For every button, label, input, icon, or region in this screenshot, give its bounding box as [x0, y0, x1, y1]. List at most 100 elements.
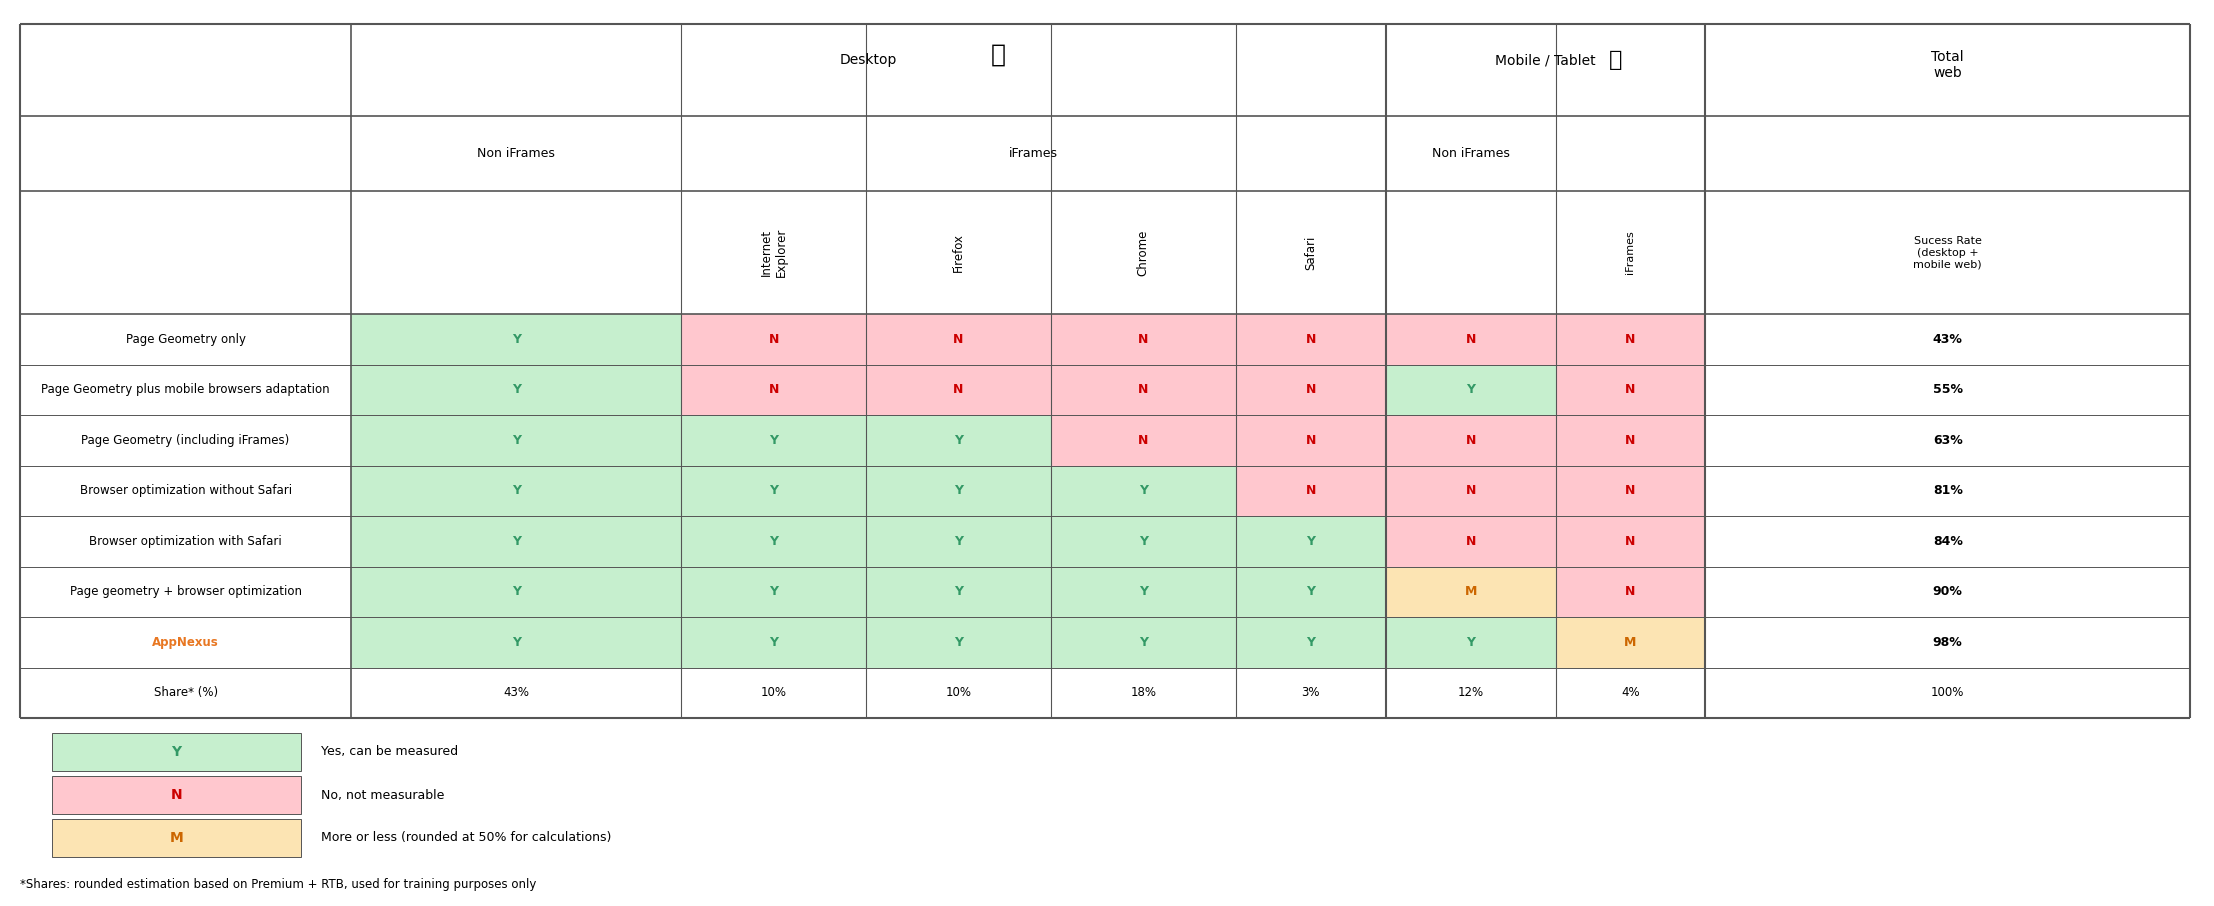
Text: Y: Y	[1466, 383, 1475, 396]
Text: N: N	[1625, 535, 1636, 548]
Text: Y: Y	[768, 585, 777, 598]
Bar	[51, 733, 301, 771]
Text: 100%: 100%	[1931, 686, 1964, 699]
Bar	[682, 415, 866, 466]
Bar	[1235, 566, 1386, 617]
Text: Y: Y	[511, 535, 520, 548]
Text: Page geometry + browser optimization: Page geometry + browser optimization	[69, 585, 301, 598]
Bar	[866, 466, 1052, 516]
Text: AppNexus: AppNexus	[153, 636, 219, 649]
Text: M: M	[170, 831, 184, 845]
Bar	[1556, 415, 1705, 466]
Text: Desktop: Desktop	[839, 53, 897, 67]
Bar	[1556, 364, 1705, 415]
Text: N: N	[1466, 484, 1477, 497]
Text: Y: Y	[170, 745, 182, 759]
Text: N: N	[1466, 333, 1477, 346]
Bar	[1386, 314, 1556, 364]
Text: Y: Y	[954, 535, 963, 548]
Bar	[1386, 364, 1556, 415]
Text: N: N	[1306, 383, 1315, 396]
Text: N: N	[954, 333, 963, 346]
Text: N: N	[1138, 333, 1149, 346]
Bar	[1235, 617, 1386, 668]
Text: Mobile / Tablet: Mobile / Tablet	[1494, 53, 1596, 67]
Bar	[352, 566, 682, 617]
Text: N: N	[1625, 434, 1636, 447]
Bar	[1052, 415, 1235, 466]
Text: 43%: 43%	[503, 686, 529, 699]
Bar	[20, 24, 2190, 718]
Text: Internet
Explorer: Internet Explorer	[759, 227, 788, 277]
Text: Y: Y	[1306, 535, 1315, 548]
Text: N: N	[954, 383, 963, 396]
Text: Sucess Rate
(desktop +
mobile web): Sucess Rate (desktop + mobile web)	[1913, 236, 1982, 269]
Text: More or less (rounded at 50% for calculations): More or less (rounded at 50% for calcula…	[321, 832, 611, 844]
Bar	[866, 364, 1052, 415]
Bar	[352, 364, 682, 415]
Bar	[1386, 466, 1556, 516]
Text: Chrome: Chrome	[1136, 229, 1149, 275]
Text: *Shares: rounded estimation based on Premium + RTB, used for training purposes o: *Shares: rounded estimation based on Pre…	[20, 878, 536, 891]
Text: Non iFrames: Non iFrames	[1432, 147, 1510, 160]
Bar	[1052, 364, 1235, 415]
Text: Total
web: Total web	[1931, 50, 1964, 80]
Text: Y: Y	[511, 333, 520, 346]
Bar	[866, 566, 1052, 617]
Bar	[866, 415, 1052, 466]
Bar	[1556, 466, 1705, 516]
Bar	[51, 819, 301, 857]
Text: 98%: 98%	[1933, 636, 1962, 649]
Text: iFrames: iFrames	[1625, 231, 1636, 275]
Text: Y: Y	[511, 484, 520, 497]
Text: 18%: 18%	[1131, 686, 1156, 699]
Text: 10%: 10%	[762, 686, 786, 699]
Bar	[1386, 617, 1556, 668]
Text: Page Geometry (including iFrames): Page Geometry (including iFrames)	[82, 434, 290, 447]
Text: Y: Y	[768, 535, 777, 548]
Text: N: N	[1138, 383, 1149, 396]
Text: Y: Y	[954, 484, 963, 497]
Text: Y: Y	[511, 636, 520, 649]
Text: Y: Y	[511, 585, 520, 598]
Bar	[1235, 364, 1386, 415]
Text: N: N	[1138, 434, 1149, 447]
Bar	[1052, 617, 1235, 668]
Text: 4%: 4%	[1621, 686, 1641, 699]
Text: N: N	[170, 788, 182, 802]
Text: Y: Y	[954, 434, 963, 447]
Text: N: N	[1466, 434, 1477, 447]
Text: Y: Y	[1466, 636, 1475, 649]
Bar	[1235, 415, 1386, 466]
Bar	[1052, 566, 1235, 617]
Text: 3%: 3%	[1302, 686, 1320, 699]
Text: Y: Y	[1306, 585, 1315, 598]
Bar	[1052, 516, 1235, 566]
Bar	[352, 466, 682, 516]
Bar	[866, 314, 1052, 364]
Text: Yes, can be measured: Yes, can be measured	[321, 746, 458, 758]
Text: Y: Y	[1138, 636, 1147, 649]
Bar	[682, 566, 866, 617]
Text: 84%: 84%	[1933, 535, 1962, 548]
Text: Y: Y	[768, 484, 777, 497]
Text: Firefox: Firefox	[952, 233, 965, 272]
Text: 12%: 12%	[1457, 686, 1483, 699]
Text: N: N	[1625, 333, 1636, 346]
Text: Y: Y	[954, 636, 963, 649]
Text: Page Geometry only: Page Geometry only	[126, 333, 246, 346]
Bar	[352, 516, 682, 566]
Text: 55%: 55%	[1933, 383, 1962, 396]
Text: Y: Y	[511, 383, 520, 396]
Text: Y: Y	[768, 434, 777, 447]
Text: Y: Y	[954, 585, 963, 598]
Bar	[682, 364, 866, 415]
Bar	[1556, 516, 1705, 566]
Bar	[1052, 466, 1235, 516]
Text: 📱: 📱	[1610, 50, 1623, 70]
Text: Share* (%): Share* (%)	[153, 686, 217, 699]
Bar	[1386, 566, 1556, 617]
Text: M: M	[1463, 585, 1477, 598]
Bar	[682, 617, 866, 668]
Text: Y: Y	[1138, 585, 1147, 598]
